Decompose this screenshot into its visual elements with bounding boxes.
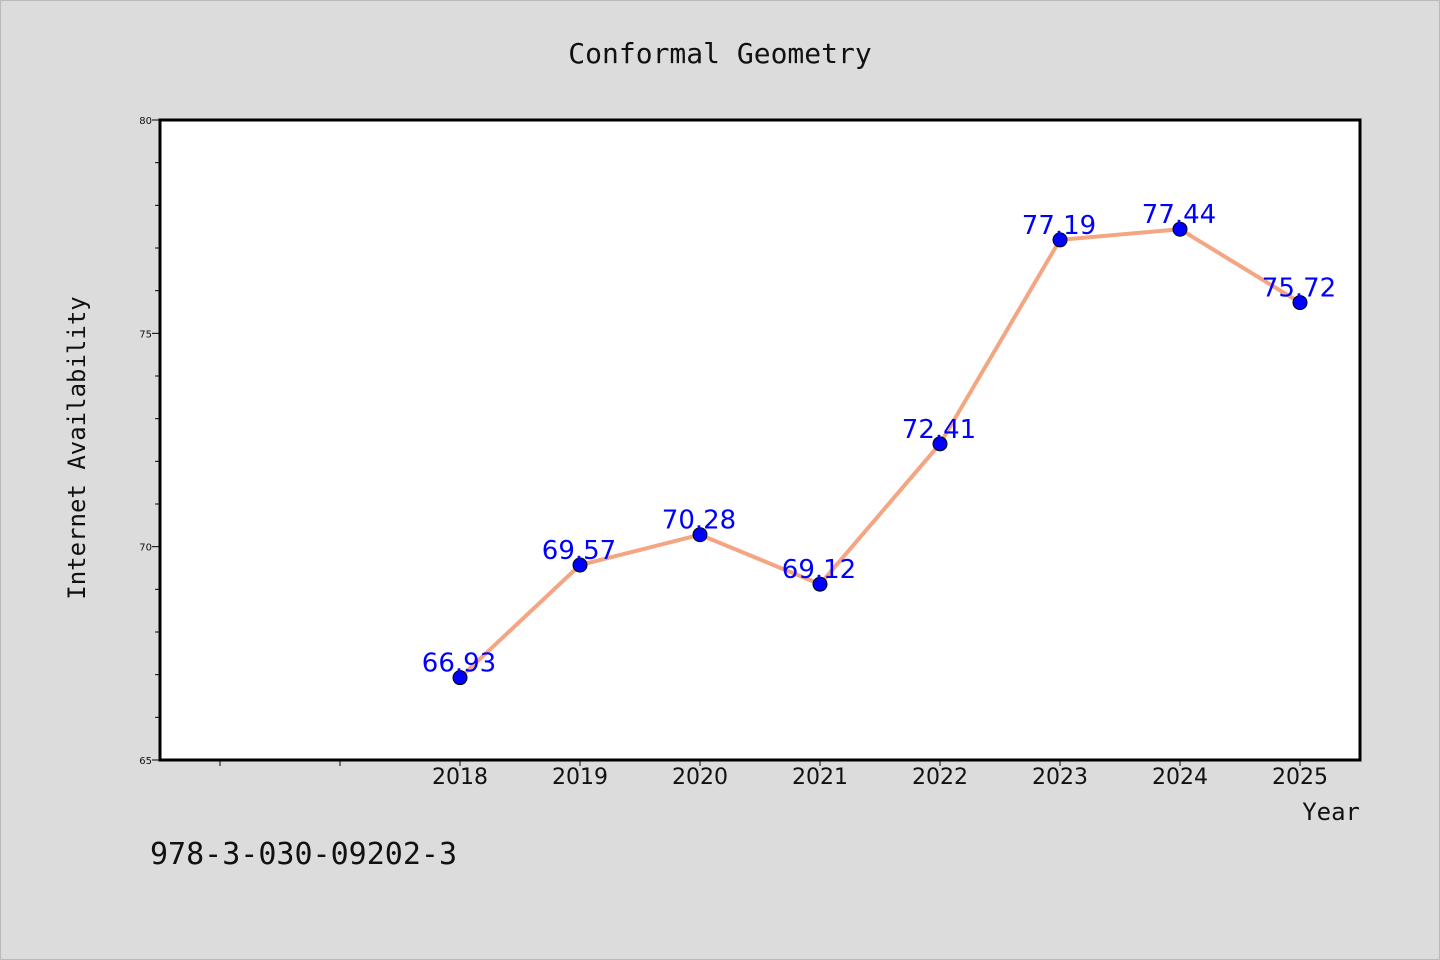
data-label: 69.57 (542, 536, 616, 566)
x-tick-label: 2023 (1032, 765, 1088, 790)
x-tick-label: 2025 (1272, 765, 1328, 790)
x-tick-label: 2018 (432, 765, 488, 790)
y-tick-label: 75 (139, 329, 152, 340)
x-tick-label: 2019 (552, 765, 608, 790)
y-tick-label: 70 (139, 543, 152, 554)
data-point-marker (812, 576, 828, 592)
data-point-marker (1172, 221, 1188, 237)
data-points (452, 221, 1308, 686)
axis-ticks: 65 70 75 80 2018 2019 2020 2021 2022 2023 2024 2025 (139, 116, 1328, 790)
data-label: 70.28 (662, 506, 736, 536)
x-tick-label: 2022 (912, 765, 968, 790)
data-point-marker (1052, 232, 1068, 248)
data-point-marker (452, 670, 468, 686)
data-point-marker (692, 527, 708, 543)
x-tick-label: 2024 (1152, 765, 1208, 790)
plot-area (158, 118, 1362, 762)
x-tick-label: 2020 (672, 765, 728, 790)
data-label: 77.44 (1142, 200, 1216, 230)
isbn-code: 978-3-030-09202-3 (150, 837, 457, 872)
series-line-path (458, 227, 1302, 680)
x-axis-label: Year (1302, 798, 1360, 826)
data-label: 72.41 (902, 415, 976, 445)
y-axis-label: Internet Availability (63, 296, 91, 599)
series-line (458, 227, 1302, 680)
data-label: 69.12 (782, 555, 856, 585)
data-label: 77.19 (1022, 211, 1096, 241)
data-label: 75.72 (1262, 274, 1336, 304)
data-point-marker (1292, 295, 1308, 311)
data-point-marker (932, 436, 948, 452)
data-label: 66.93 (422, 649, 496, 679)
chart-title: Conformal Geometry (568, 37, 871, 70)
y-tick-label: 65 (139, 756, 152, 767)
y-tick-label: 80 (139, 116, 152, 127)
data-labels: 66.93 69.57 70.28 69.12 72.41 77.19 77.44 75.72 (422, 200, 1336, 678)
data-point-marker (572, 557, 588, 573)
x-tick-label: 2021 (792, 765, 848, 790)
